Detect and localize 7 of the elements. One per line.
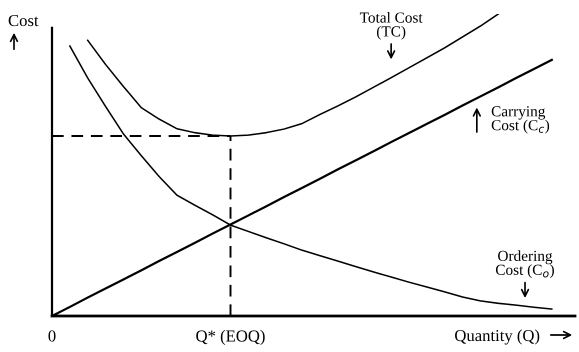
series-label: Total Cost (TC)	[360, 12, 423, 40]
x-tick-label: Q* (EOQ)	[196, 330, 265, 346]
x-axis-title: Quantity (Q)	[455, 329, 540, 345]
legend-label: Carrying Cost (C$_{c}$)	[492, 106, 550, 134]
x-tick-label: 0	[48, 330, 56, 342]
y-axis-title: Cost	[8, 14, 38, 26]
series-label: Ordering Cost (C$_{o}$)	[496, 250, 554, 278]
